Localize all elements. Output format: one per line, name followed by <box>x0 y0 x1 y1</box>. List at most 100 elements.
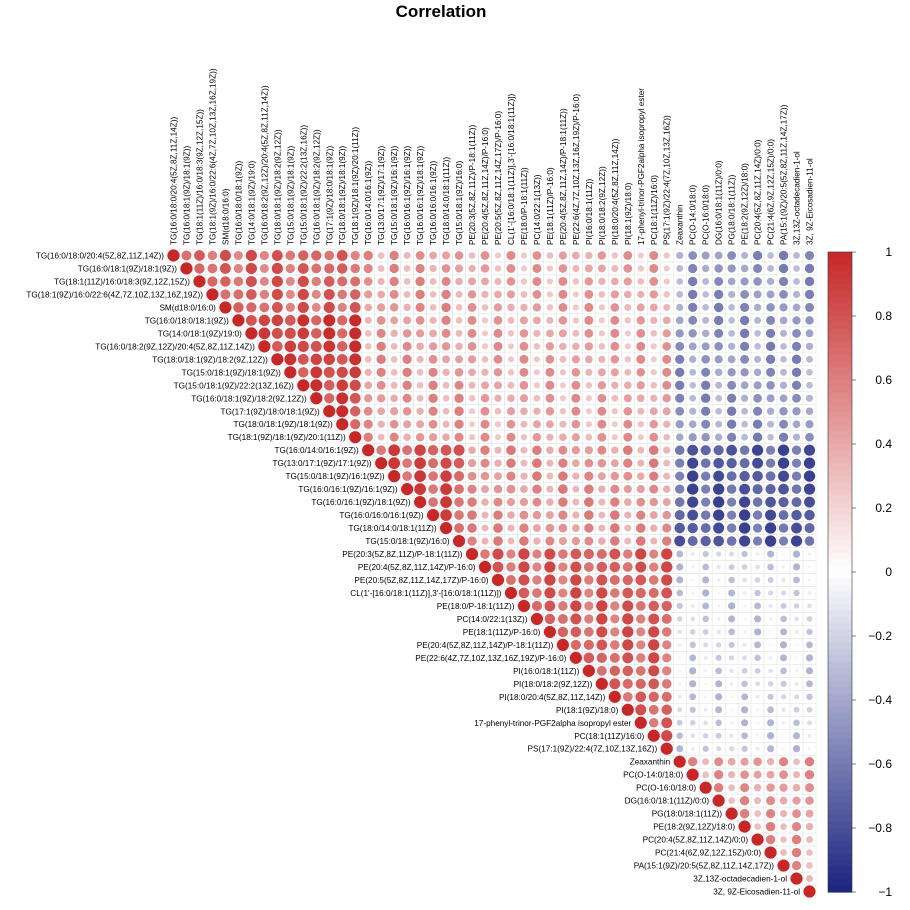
correlation-circle <box>807 591 812 595</box>
correlation-circle <box>793 576 800 584</box>
correlation-circle <box>532 575 542 585</box>
correlation-circle <box>753 263 763 273</box>
correlation-circle <box>741 550 748 558</box>
correlation-circle <box>622 587 634 599</box>
correlation-circle <box>779 641 788 649</box>
correlation-circle <box>688 329 697 338</box>
correlation-circle <box>752 419 763 429</box>
correlation-circle <box>429 329 437 338</box>
correlation-circle <box>635 665 646 676</box>
column-label: PC(O-16:0/18:0) <box>702 185 711 245</box>
correlation-circle <box>533 316 541 325</box>
correlation-circle <box>403 420 412 429</box>
correlation-circle <box>610 536 620 546</box>
correlation-circle <box>403 265 411 272</box>
correlation-circle <box>649 277 659 286</box>
colorbar-segment <box>828 501 852 509</box>
correlation-circle <box>494 265 502 272</box>
correlation-circle <box>660 742 673 755</box>
correlation-circle <box>713 782 724 793</box>
correlation-circle <box>532 510 542 520</box>
correlation-circle <box>807 747 812 751</box>
correlation-circle <box>493 523 503 533</box>
correlation-circle <box>480 406 490 416</box>
correlation-circle <box>702 732 709 739</box>
row-label: PG(18:0/18:1(11Z)) <box>652 810 723 819</box>
correlation-circle <box>390 368 398 376</box>
correlation-circle <box>636 328 646 338</box>
correlation-circle <box>792 316 801 325</box>
correlation-circle <box>520 459 528 467</box>
correlation-circle <box>766 315 776 325</box>
colorbar-segment <box>828 789 852 797</box>
correlation-circle <box>792 796 801 805</box>
correlation-circle <box>741 433 749 441</box>
correlation-circle <box>533 343 541 350</box>
correlation-circle <box>480 251 490 260</box>
correlation-circle <box>778 510 789 521</box>
colorbar-segment <box>828 392 852 400</box>
correlation-circle <box>441 276 451 286</box>
correlation-circle <box>272 341 283 352</box>
correlation-circle <box>364 316 372 324</box>
correlation-circle <box>742 577 747 583</box>
correlation-circle <box>233 289 244 300</box>
correlation-circle <box>649 549 659 559</box>
colorbar-segment <box>828 456 852 464</box>
correlation-circle <box>297 353 309 365</box>
correlation-circle <box>740 302 750 312</box>
correlation-circle <box>415 316 425 325</box>
colorbar-segment <box>828 328 852 336</box>
correlation-circle <box>297 327 310 340</box>
correlation-circle <box>792 433 801 441</box>
colorbar-segment <box>828 341 852 349</box>
correlation-circle <box>584 328 594 338</box>
correlation-circle <box>481 524 489 532</box>
correlation-circle <box>284 315 296 326</box>
row-label: TG(18:0/14:0/18:1(11Z)) <box>348 524 436 533</box>
correlation-circle <box>584 523 594 533</box>
correlation-circle <box>728 329 736 337</box>
correlation-circle <box>743 604 747 608</box>
correlation-circle <box>790 872 803 885</box>
correlation-circle <box>468 446 476 455</box>
correlation-circle <box>739 458 750 469</box>
correlation-circle <box>311 276 321 287</box>
colorbar-segment <box>828 770 852 778</box>
correlation-circle <box>610 497 620 507</box>
correlation-circle <box>428 393 438 403</box>
correlation-circle <box>467 459 477 468</box>
colorbar-segment <box>828 424 852 432</box>
correlation-circle <box>570 574 582 586</box>
correlation-circle <box>245 314 257 326</box>
correlation-circle <box>532 588 542 598</box>
correlation-circle <box>467 484 477 494</box>
colorbar-segment <box>828 488 852 496</box>
correlation-circle <box>584 614 594 624</box>
correlation-circle <box>791 847 802 858</box>
correlation-circle <box>507 303 515 312</box>
correlation-circle <box>662 394 671 403</box>
correlation-circle <box>636 367 646 377</box>
correlation-circle <box>442 407 450 415</box>
correlation-circle <box>727 510 737 520</box>
row-labels: TG(16:0/18:0/20:4(5Z,8Z,11Z,14Z)) TG(16:0… <box>26 251 800 896</box>
correlation-circle <box>805 342 814 351</box>
correlation-circle <box>428 367 438 377</box>
correlation-circle <box>741 693 749 701</box>
colorbar-segment <box>828 616 852 624</box>
correlation-circle <box>767 745 775 753</box>
correlation-circle <box>806 693 813 701</box>
correlation-circle <box>687 457 699 469</box>
correlation-circle <box>454 368 464 377</box>
correlation-circle <box>571 446 581 455</box>
correlation-circle <box>559 369 567 376</box>
correlation-circle <box>455 329 463 337</box>
correlation-circle <box>806 355 813 363</box>
correlation-circle <box>572 278 580 285</box>
correlation-circle <box>609 678 621 690</box>
row-label: PE(18:1(11Z)/P-16:0) <box>463 628 541 637</box>
correlation-circle <box>804 263 815 274</box>
correlation-circle <box>455 317 463 324</box>
correlation-circle <box>754 823 761 830</box>
